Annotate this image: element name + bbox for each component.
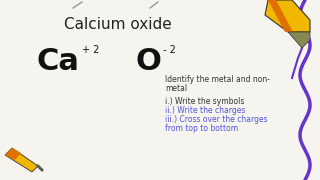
- Text: O: O: [135, 48, 161, 76]
- Text: ii.) Write the charges: ii.) Write the charges: [165, 106, 245, 115]
- Text: from top to bottom: from top to bottom: [165, 124, 238, 133]
- Text: iii.) Cross over the charges: iii.) Cross over the charges: [165, 115, 268, 124]
- Polygon shape: [265, 0, 310, 32]
- Text: + 2: + 2: [82, 45, 100, 55]
- Polygon shape: [268, 0, 293, 32]
- Text: Identify the metal and non-: Identify the metal and non-: [165, 75, 270, 84]
- Text: Ca: Ca: [36, 48, 79, 76]
- Polygon shape: [5, 148, 38, 172]
- Text: Calcium oxide: Calcium oxide: [64, 17, 172, 32]
- Text: - 2: - 2: [163, 45, 176, 55]
- Text: i.) Write the symbols: i.) Write the symbols: [165, 97, 244, 106]
- Polygon shape: [5, 148, 21, 160]
- Text: metal: metal: [165, 84, 187, 93]
- Polygon shape: [288, 32, 310, 48]
